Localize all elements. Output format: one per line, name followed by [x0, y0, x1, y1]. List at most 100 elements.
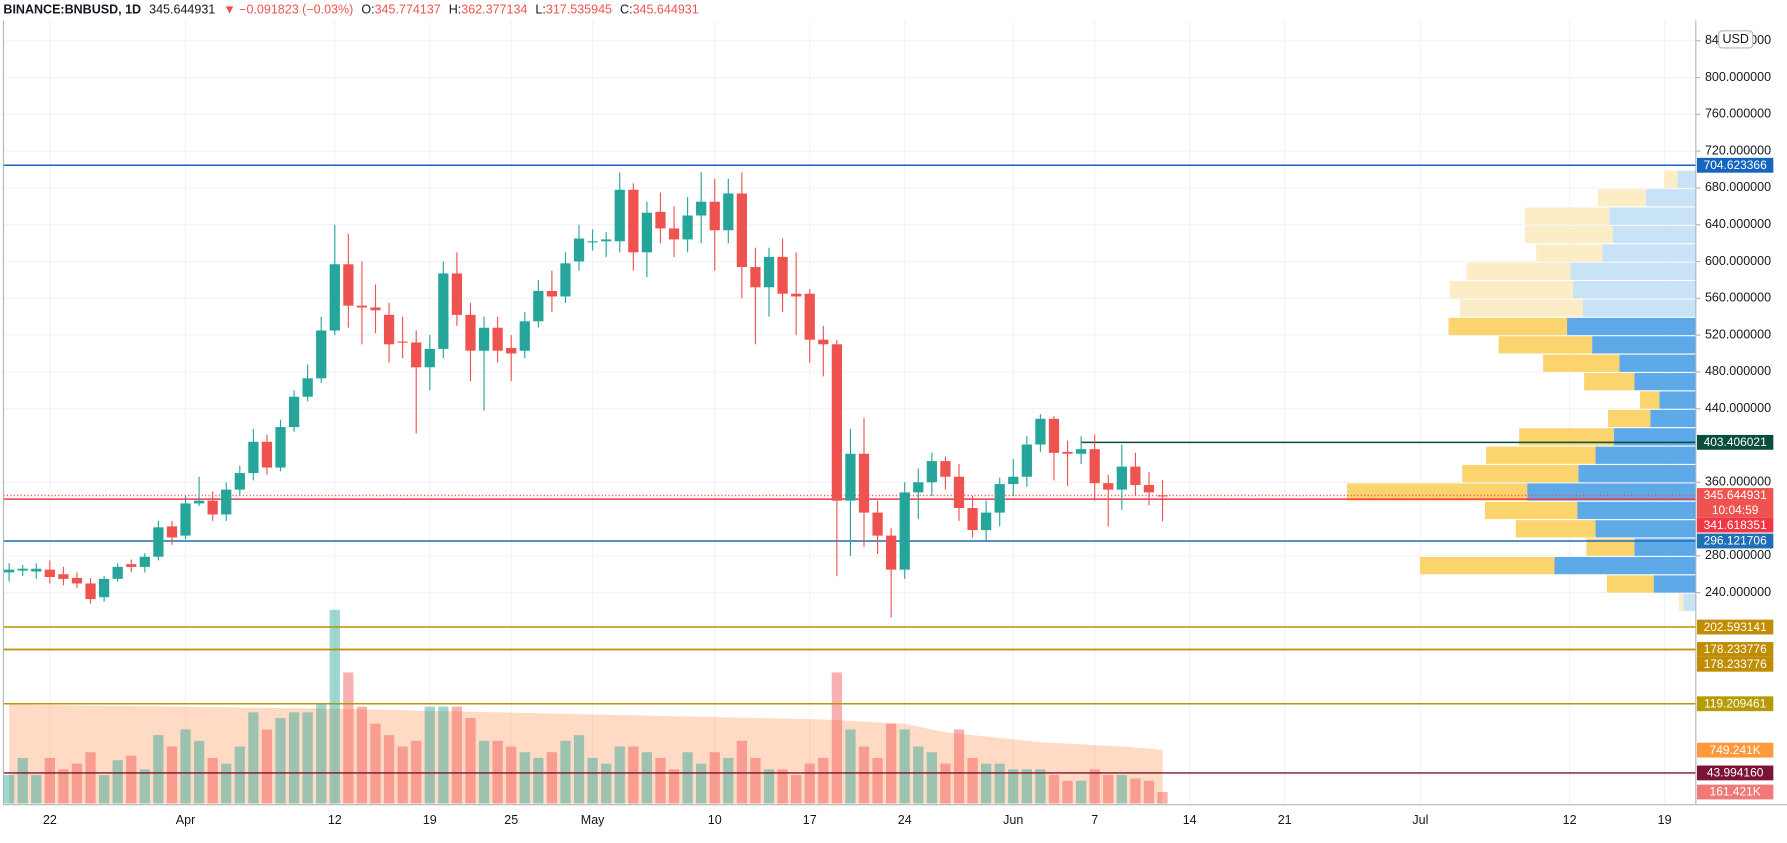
price-label-box [1696, 434, 1774, 450]
candle-body [411, 342, 422, 368]
profile-up [1619, 354, 1696, 372]
profile-up [1554, 556, 1696, 575]
volume-bar [1130, 778, 1141, 804]
volume-bar [424, 706, 435, 804]
profile-up [1659, 391, 1696, 409]
volume-bar [370, 723, 381, 804]
profile-up [1582, 299, 1696, 317]
profile-down [1459, 299, 1583, 317]
candle-body [560, 263, 571, 297]
volume-bar [234, 746, 245, 804]
candle-body [777, 256, 788, 294]
volume-bar [804, 763, 815, 804]
volume-bar [750, 757, 761, 804]
axes: 22Apr121925May101724Jun71421Jul1219840.0… [43, 30, 1774, 827]
x-tick-label: 12 [328, 813, 342, 827]
profile-down [1466, 262, 1571, 280]
x-tick-label: 25 [504, 813, 518, 827]
y-tick-label: 600.000000 [1705, 254, 1771, 268]
candle-body [791, 293, 802, 297]
candle-body [71, 577, 83, 584]
candle-body [139, 556, 150, 567]
profile-down [1515, 520, 1596, 538]
candle-body [709, 201, 720, 231]
profile-down [1639, 391, 1660, 409]
price-label: 345.644931 [1704, 488, 1768, 502]
volume-bar [845, 729, 856, 804]
levels [3, 164, 1696, 774]
volume-bar [940, 763, 951, 804]
candle-body [465, 314, 476, 351]
profile-down [1606, 575, 1654, 593]
volume-bar [1021, 769, 1032, 804]
candle-body [750, 267, 761, 288]
candle-body [682, 215, 693, 240]
candle-body [343, 264, 354, 306]
candle-body [831, 344, 842, 501]
profile-down [1449, 281, 1573, 299]
candle-body [1157, 495, 1168, 497]
volume-bar [1075, 780, 1087, 804]
volume-bar [1035, 769, 1046, 804]
volume-ma-area [9, 704, 1163, 804]
profile-up [1677, 170, 1696, 188]
candle-body [967, 508, 978, 531]
candle-body [587, 241, 598, 243]
volume-bar [1103, 775, 1114, 804]
y-tick-label: 240.000000 [1705, 585, 1771, 599]
candle-body [1035, 418, 1046, 445]
y-tick-label: 440.000000 [1705, 401, 1771, 415]
profile-down [1448, 317, 1568, 336]
y-tick-label: 680.000000 [1705, 180, 1771, 194]
volume-bar [981, 763, 992, 804]
price-label-box [1696, 696, 1774, 712]
y-tick-label: 720.000000 [1705, 143, 1771, 157]
candle-body [723, 193, 734, 231]
volume-bar [668, 769, 680, 804]
profile-up [1683, 593, 1696, 612]
price-label: 178.233776 [1704, 642, 1768, 656]
ohlc-key: L: [535, 3, 545, 17]
x-tick-label: 24 [898, 813, 912, 827]
profile-down [1524, 225, 1613, 244]
x-tick-label: Jun [1003, 813, 1023, 827]
volume-bar [71, 763, 83, 804]
volume-bar [763, 769, 775, 804]
ohlc-key: H: [449, 3, 462, 17]
candle-body [1143, 485, 1155, 493]
candle-body [506, 347, 517, 354]
volume-bar [791, 775, 802, 804]
y-tick-label: 560.000000 [1705, 291, 1771, 305]
candle-body [1116, 466, 1127, 490]
price-label-box [1696, 742, 1774, 758]
candle-body [696, 201, 707, 216]
candle-body [85, 583, 96, 600]
volume-bar [248, 712, 259, 804]
volume-bar [953, 729, 965, 804]
volume-bar [465, 718, 476, 804]
candle-body [1103, 483, 1114, 490]
y-tick-label: 760.000000 [1705, 107, 1771, 121]
volume-bar [112, 760, 123, 804]
profile-up [1650, 409, 1696, 428]
profile-up [1609, 207, 1696, 225]
volume-bar [913, 746, 924, 804]
candle-body [248, 441, 259, 474]
candle-body [3, 569, 15, 573]
volume-bar [994, 763, 1005, 804]
volume-bar [288, 712, 300, 804]
volume-bar [126, 755, 137, 804]
y-tick-label: 480.000000 [1705, 364, 1771, 378]
volume-bar [682, 752, 693, 804]
volume-bar [1048, 775, 1060, 804]
volume-bar [153, 735, 164, 804]
candle-body [397, 341, 408, 343]
candle-body [288, 396, 300, 428]
volume-bar [275, 718, 286, 804]
price-label: 119.209461 [1704, 696, 1767, 710]
price-label: 43.994160 [1707, 766, 1764, 780]
candle-body [655, 211, 666, 229]
header: BINANCE:BNBUSD, 1D 345.644931 ▼ −0.09182… [3, 3, 698, 17]
volume-bar [1157, 792, 1168, 804]
